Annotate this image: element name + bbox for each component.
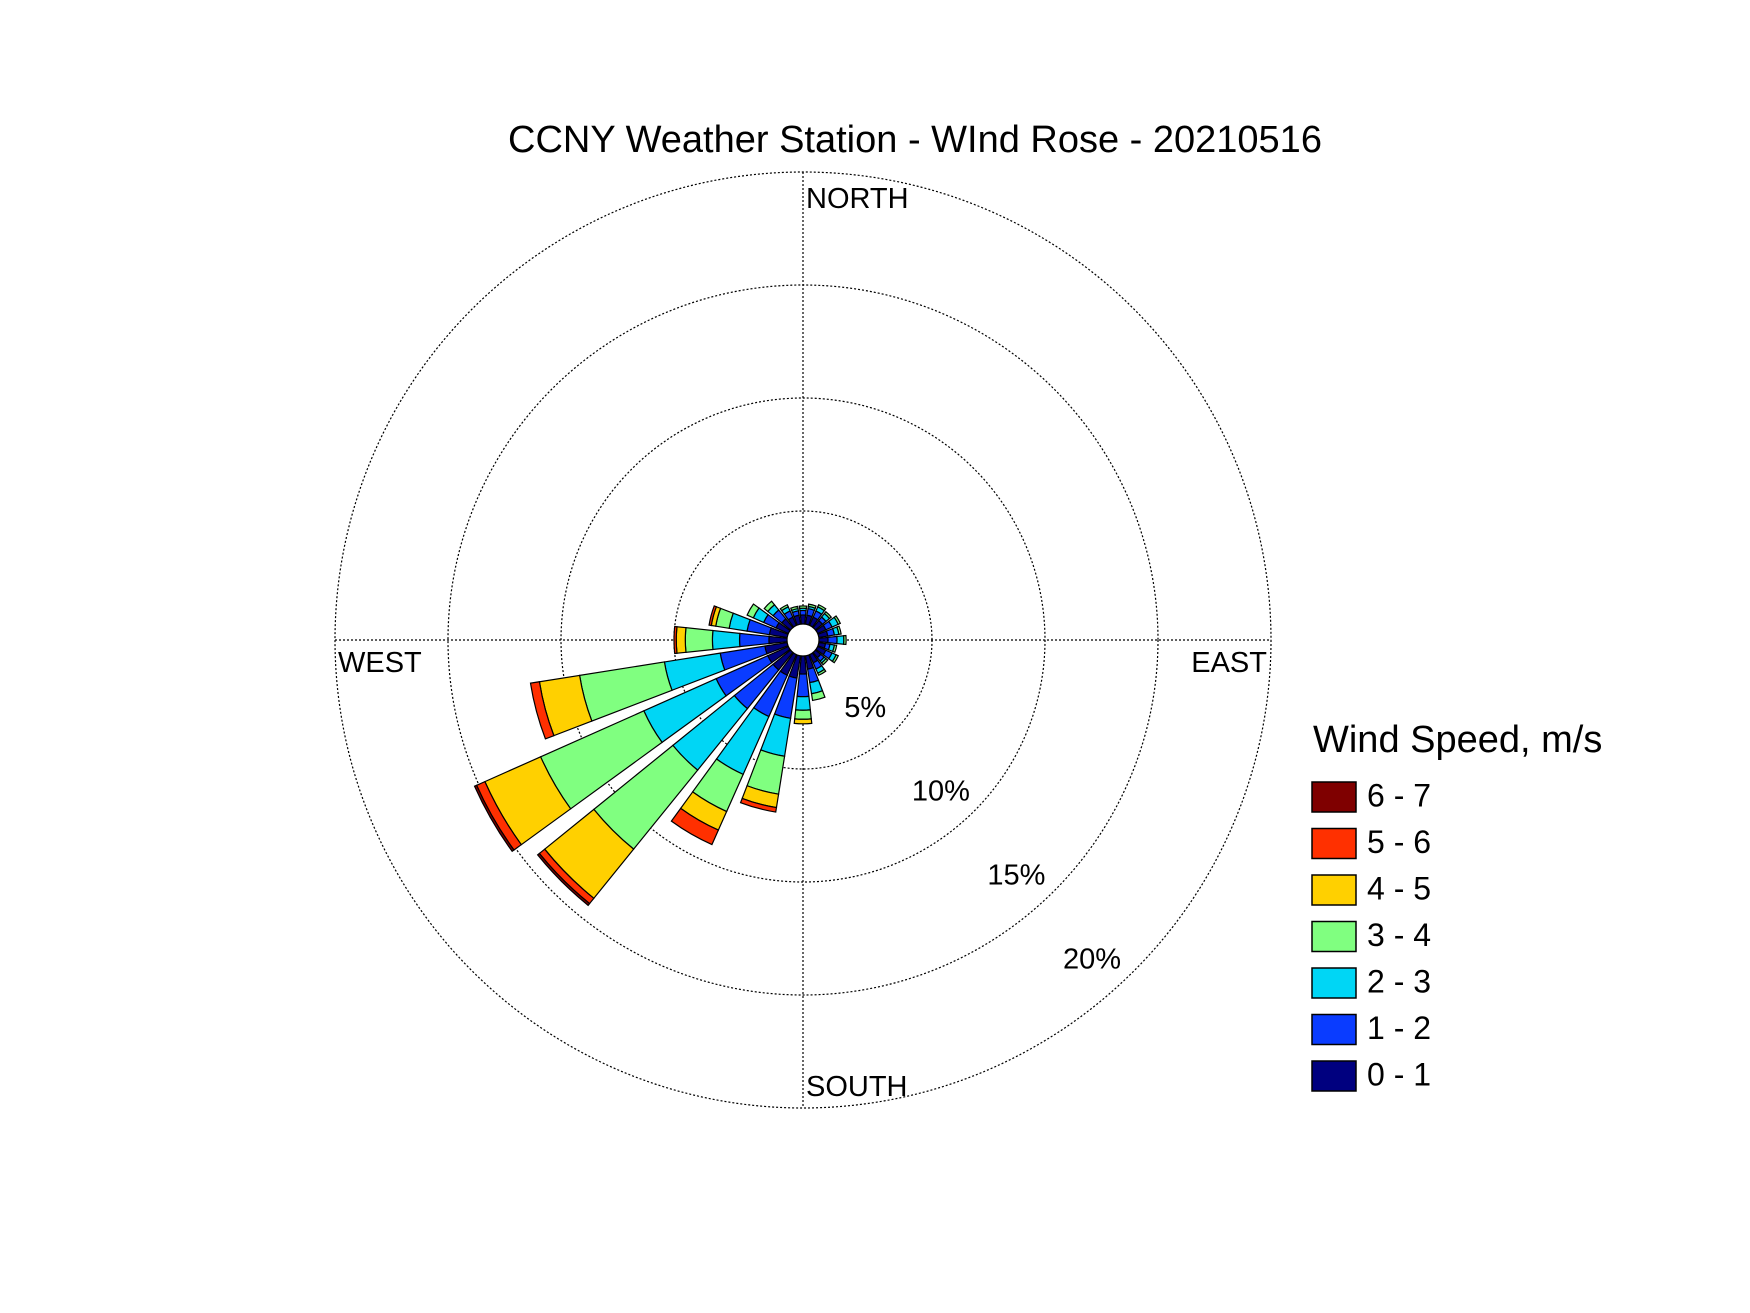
wedge-segment <box>799 609 807 616</box>
wedge-segment <box>842 634 847 646</box>
grid-ring <box>334 171 1272 1109</box>
legend-swatch <box>1311 1060 1357 1092</box>
wedge-segment <box>827 635 838 645</box>
legend-swatch <box>1311 920 1357 953</box>
wedge-segment <box>818 636 829 644</box>
wedge-segment <box>675 626 687 654</box>
wedge-segment <box>820 657 829 666</box>
wedge-segment <box>798 605 808 610</box>
legend-label: 6 - 7 <box>1367 777 1431 813</box>
legend-label: 5 - 6 <box>1367 824 1431 860</box>
wedge-segment <box>810 690 826 702</box>
wedge-segment <box>763 600 776 613</box>
wedge-segment <box>670 807 720 846</box>
legend-label: 0 - 1 <box>1367 1056 1431 1092</box>
wedge-segment <box>836 635 845 645</box>
legend-label: 2 - 3 <box>1367 963 1431 999</box>
wedge-segment <box>816 603 827 612</box>
wedge-segment <box>790 605 799 612</box>
wedge-segment <box>794 695 812 711</box>
wedge-segment <box>708 605 718 627</box>
wedge-segment <box>833 615 842 626</box>
wedge-segment <box>793 718 813 725</box>
legend-swatch <box>1311 827 1357 860</box>
legend-label: 3 - 4 <box>1367 917 1431 953</box>
wedge-segment <box>746 603 760 619</box>
wedge-segment <box>684 627 714 653</box>
wedge-segment <box>831 644 838 653</box>
direction-label: NORTH <box>806 183 909 215</box>
legend-swatch <box>1311 1013 1357 1046</box>
wedge-segment <box>536 852 591 907</box>
direction-label: SOUTH <box>806 1071 908 1103</box>
wedge-segment <box>794 709 812 720</box>
ring-label: 15% <box>987 860 1045 892</box>
center-hole <box>786 623 820 657</box>
legend-label: 1 - 2 <box>1367 1010 1431 1046</box>
wedge-segment <box>816 668 827 677</box>
wedge-segment <box>823 610 833 620</box>
wedge-segment <box>831 653 840 664</box>
legend-swatch <box>1311 781 1357 813</box>
legend-title: Wind Speed, m/s <box>1313 719 1602 761</box>
wedge-segment <box>779 603 790 612</box>
wedge-segment <box>836 625 842 636</box>
wedge-segment <box>796 673 810 698</box>
ring-label: 10% <box>912 776 970 808</box>
ring-label: 20% <box>1063 944 1121 976</box>
wedge-segment <box>473 784 515 853</box>
wedge-segment <box>739 797 778 813</box>
legend-label: 4 - 5 <box>1367 870 1431 906</box>
ring-label: 5% <box>844 692 886 724</box>
direction-label: WEST <box>338 647 422 679</box>
direction-label: EAST <box>1191 647 1267 679</box>
grid-ring <box>560 397 1046 883</box>
wedge-segment <box>529 681 555 740</box>
legend-swatch <box>1311 874 1357 906</box>
wedge-segment <box>807 603 817 609</box>
chart-title: CCNY Weather Station - WInd Rose - 20210… <box>508 119 1322 161</box>
wedge-segment <box>711 629 741 651</box>
legend-swatch <box>1311 967 1357 999</box>
grid-ring <box>447 284 1159 996</box>
wedge-segment <box>738 632 770 648</box>
wedge-segment <box>799 614 807 625</box>
wedge-segment <box>673 625 678 655</box>
